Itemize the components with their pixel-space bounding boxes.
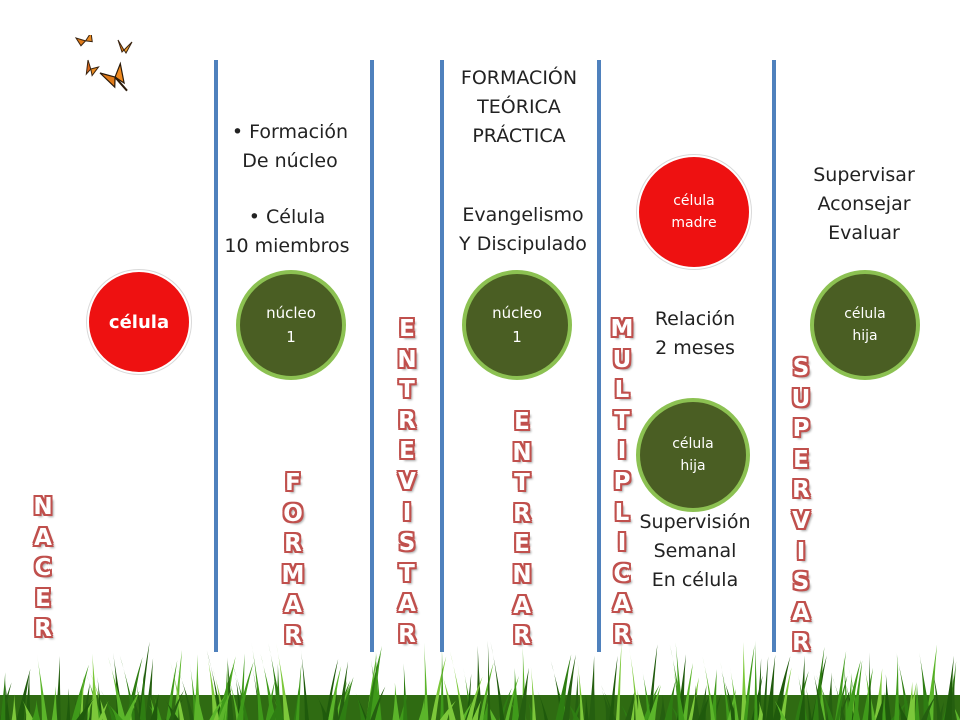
- stage-letter: R: [34, 616, 52, 643]
- stage-letter: V: [398, 468, 416, 495]
- stage-letter: T: [514, 470, 530, 497]
- stage-letter: R: [398, 407, 416, 434]
- stage-letter: V: [792, 507, 810, 534]
- stage-letter: R: [513, 500, 531, 527]
- nucleo-circle-formar: núcleo 1: [236, 270, 346, 380]
- divider-line: [440, 60, 444, 652]
- divider-line: [370, 60, 374, 652]
- divider-line: [214, 60, 218, 652]
- stage-letter: O: [283, 500, 303, 527]
- butterfly-icon: [85, 59, 100, 77]
- stage-letter: R: [284, 622, 302, 649]
- stage-letter: E: [35, 585, 51, 612]
- stage-letter: L: [614, 377, 630, 404]
- divider-line: [772, 60, 776, 652]
- stage-letter: T: [614, 407, 630, 434]
- evangelismo-text: Evangelismo Y Discipulado: [459, 204, 587, 255]
- stage-letter: S: [398, 530, 416, 557]
- stage-letter: E: [514, 531, 530, 558]
- stage-letter: T: [399, 377, 415, 404]
- stage-letter: E: [514, 409, 530, 435]
- stage-letter: C: [34, 555, 52, 582]
- stage-letter: F: [285, 470, 301, 496]
- stage-letter: A: [613, 591, 631, 618]
- celula-hija-circle-supervisar: célula hija: [810, 270, 920, 380]
- butterfly-icon: [74, 35, 93, 47]
- formacion-nucleo-text: Formación De núcleo: [215, 118, 365, 176]
- stage-letter: I: [617, 530, 627, 557]
- divider-line: [597, 60, 601, 652]
- stage-letter: E: [399, 438, 415, 465]
- stage-letter: I: [402, 499, 412, 526]
- celula-miembros-text: Célula 10 miembros: [212, 203, 362, 261]
- stage-letter: A: [513, 592, 531, 619]
- formacion-teorica-text: FORMACIÓN TEÓRICA PRÁCTICA: [460, 67, 578, 147]
- relacion-text: Relación 2 meses: [654, 308, 736, 359]
- stage-letter: R: [284, 531, 302, 558]
- stage-letter: A: [792, 599, 810, 626]
- stage-letter: S: [792, 569, 810, 596]
- stage-letter: P: [613, 468, 631, 495]
- stage-letter: R: [613, 621, 631, 648]
- nucleo-circle-entrenar: núcleo 1: [462, 270, 572, 380]
- stage-letter: U: [791, 385, 811, 412]
- celula-madre-circle: célula madre: [637, 155, 751, 269]
- stage-letter: E: [793, 446, 809, 473]
- stage-letter: T: [399, 560, 415, 587]
- stage-letter: S: [792, 355, 810, 381]
- stage-letter: N: [397, 346, 417, 373]
- stage-letter: A: [34, 524, 52, 551]
- celula-hija-circle-multiplicar: célula hija: [636, 398, 750, 512]
- stage-letter: E: [399, 316, 415, 342]
- stage-letter: C: [613, 560, 631, 587]
- stage-letter: A: [398, 591, 416, 618]
- stage-letter: N: [512, 439, 532, 466]
- stage-letter: R: [792, 477, 810, 504]
- stage-letter: R: [513, 623, 531, 650]
- stage-letter: A: [284, 592, 302, 619]
- supervisar-text: Supervisar Aconsejar Evaluar: [813, 164, 915, 244]
- butterfly-icon: [99, 61, 128, 92]
- stage-letter: M: [610, 316, 634, 342]
- celula-circle: célula: [87, 270, 191, 374]
- stage-letter: U: [612, 346, 632, 373]
- stage-letter: M: [281, 561, 305, 588]
- stage-letter: R: [398, 621, 416, 648]
- stage-letter: R: [792, 630, 810, 657]
- stage-letter: L: [614, 499, 630, 526]
- stage-letter: N: [512, 561, 532, 588]
- stage-letter: P: [792, 416, 810, 443]
- stage-letter: N: [33, 494, 53, 520]
- butterfly-icon: [117, 39, 133, 54]
- supervision-text: Supervisión Semanal En célula: [639, 511, 751, 591]
- grass-decoration: [0, 640, 960, 720]
- stage-letter: I: [796, 538, 806, 565]
- stage-letter: I: [617, 438, 627, 465]
- butterflies-decoration: [74, 35, 133, 92]
